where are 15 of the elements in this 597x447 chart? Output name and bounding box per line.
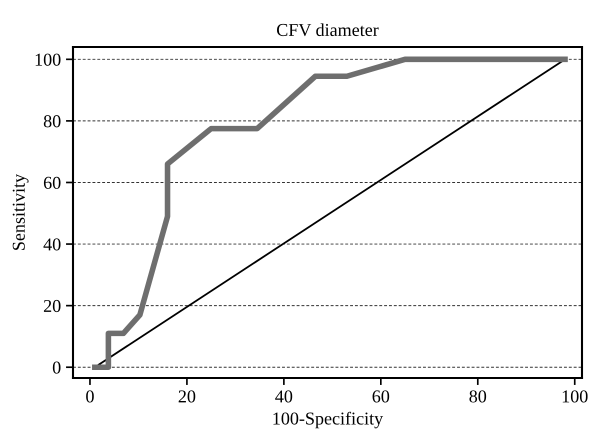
- x-tick-label: 20: [178, 390, 196, 403]
- x-tick-label: 60: [372, 390, 390, 403]
- y-tick-label: 80: [44, 115, 61, 128]
- x-axis-title: 100-Specificity: [273, 412, 384, 428]
- x-tick-label: 40: [275, 390, 292, 403]
- y-tick-label: 40: [43, 238, 61, 251]
- x-tick-label: 0: [86, 390, 94, 403]
- y-tick-label: 20: [44, 300, 61, 312]
- y-axis-title: Sensitivity: [12, 174, 29, 250]
- chart-title: CFV diameter: [277, 23, 379, 36]
- y-tick-label: 0: [52, 361, 61, 374]
- y-tick-label: 60: [44, 176, 61, 189]
- x-tick-label: 80: [469, 390, 486, 403]
- x-tick-label: 100: [562, 390, 588, 403]
- y-tick-label: 100: [36, 54, 61, 66]
